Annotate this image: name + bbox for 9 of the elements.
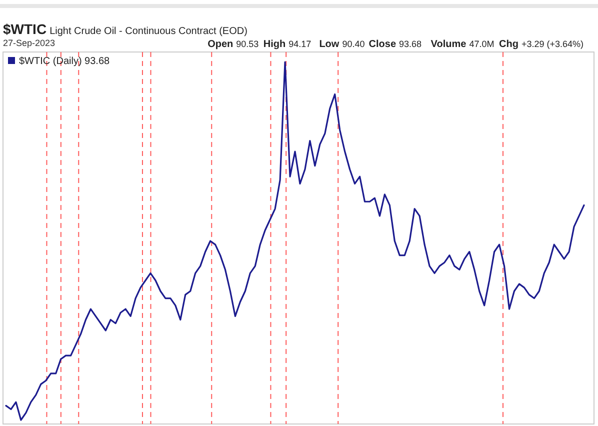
text: High 94.17 (263, 39, 312, 50)
text: Low 90.40 (319, 39, 365, 50)
chart-title: $WTIC Light Crude Oil - Continuous Contract (EOD) (3, 21, 248, 37)
text: Open 90.53 (208, 39, 259, 50)
legend-label: $WTIC (Daily) 93.68 (19, 56, 110, 67)
text: Close 93.68 (368, 39, 422, 50)
text: Volume 47.0M (430, 39, 494, 50)
text: Chg +3.29 (+3.64%) (499, 39, 584, 50)
chart-subtitle: 27-Sep-2023 (3, 38, 56, 48)
